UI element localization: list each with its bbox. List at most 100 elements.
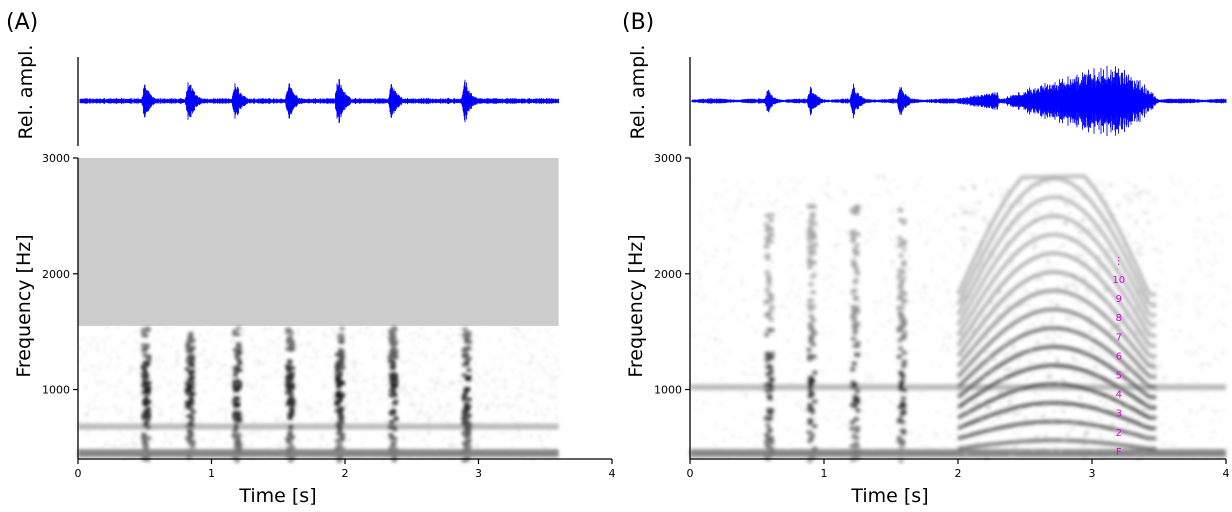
pulse-energy (465, 448, 471, 453)
pulse-energy (896, 306, 902, 311)
noise-speck (514, 395, 518, 398)
noise-speck (319, 405, 323, 407)
pulse-energy (189, 433, 195, 438)
noise-speck (973, 287, 977, 290)
noise-speck (79, 420, 82, 423)
noise-speck (694, 399, 698, 402)
noise-speck (1190, 435, 1194, 438)
noise-speck (257, 399, 261, 402)
noise-speck (205, 325, 209, 328)
pulse-energy (388, 388, 394, 393)
burst-noise (1082, 376, 1087, 380)
noise-speck (836, 187, 840, 190)
noise-speck (524, 362, 528, 365)
noise-speck (1144, 355, 1148, 358)
pulse-energy (461, 412, 467, 417)
noise-speck (267, 353, 271, 355)
noise-speck (377, 350, 381, 353)
noise-speck (160, 446, 164, 449)
noise-speck (342, 456, 346, 459)
noise-speck (357, 392, 361, 395)
noise-speck (758, 376, 762, 378)
noise-speck (125, 391, 129, 394)
noise-speck (822, 325, 826, 328)
noise-speck (1081, 253, 1085, 256)
burst-noise (1122, 411, 1127, 415)
noise-speck (720, 402, 724, 405)
noise-speck (134, 442, 138, 445)
pulse-energy (389, 341, 395, 346)
noise-speck (1216, 284, 1220, 287)
noise-speck (305, 403, 309, 406)
noise-speck (435, 333, 439, 336)
noise-speck (746, 268, 750, 271)
noise-speck (972, 203, 976, 205)
noise-speck (310, 407, 314, 410)
noise-speck (219, 366, 223, 369)
pulse-energy (767, 309, 773, 314)
noise-speck (832, 396, 836, 399)
noise-speck (1158, 400, 1162, 403)
noise-speck (267, 376, 271, 379)
noise-speck (923, 426, 927, 429)
noise-speck (1072, 318, 1076, 321)
pulse-energy (335, 369, 341, 374)
noise-speck (1034, 317, 1038, 320)
noise-speck (1147, 435, 1151, 437)
noise-speck (803, 175, 807, 178)
burst-noise (991, 444, 996, 448)
noise-speck (422, 433, 425, 436)
pulse-energy (897, 338, 903, 343)
noise-speck (510, 352, 513, 355)
noise-speck (898, 203, 902, 206)
noise-speck (1022, 218, 1026, 221)
noise-speck (759, 408, 763, 411)
burst-noise (1078, 395, 1083, 399)
noise-speck (413, 418, 417, 421)
noise-speck (831, 197, 835, 200)
pulse-energy (851, 324, 857, 328)
noise-speck (750, 181, 754, 184)
noise-speck (831, 445, 835, 448)
noise-speck (519, 434, 523, 437)
noise-speck (737, 201, 741, 204)
noise-speck (1053, 337, 1057, 340)
noise-speck (428, 387, 431, 390)
noise-speck (957, 348, 961, 351)
noise-speck (124, 372, 128, 375)
noise-speck (228, 435, 232, 438)
noise-speck (529, 375, 533, 378)
burst-noise (973, 214, 978, 218)
noise-speck (1174, 443, 1178, 446)
noise-speck (973, 311, 977, 314)
pulse-energy (854, 208, 860, 213)
noise-speck (864, 391, 868, 394)
noise-speck (119, 381, 123, 384)
noise-speck (969, 240, 973, 243)
noise-speck (847, 232, 851, 235)
burst-noise (1055, 357, 1060, 360)
noise-speck (459, 328, 463, 331)
noise-speck (944, 445, 948, 448)
noise-speck (95, 346, 98, 349)
noise-speck (1063, 426, 1067, 429)
noise-speck (741, 447, 745, 450)
noise-speck (1199, 295, 1203, 298)
pulse-energy (900, 420, 906, 425)
noise-speck (835, 269, 839, 272)
pulse-energy (850, 385, 856, 389)
pulse-energy (142, 353, 148, 358)
pulse-energy (810, 290, 816, 295)
noise-speck (727, 248, 731, 251)
pulse-energy (807, 245, 813, 249)
noise-speck (767, 265, 771, 268)
noise-speck (255, 359, 259, 362)
pulse-energy (142, 397, 148, 402)
noise-speck (1204, 237, 1208, 240)
noise-speck (359, 401, 363, 404)
noise-speck (529, 448, 533, 450)
noise-speck (432, 409, 436, 412)
noise-speck (756, 289, 760, 292)
burst-noise (1018, 319, 1023, 323)
noise-speck (384, 376, 388, 379)
